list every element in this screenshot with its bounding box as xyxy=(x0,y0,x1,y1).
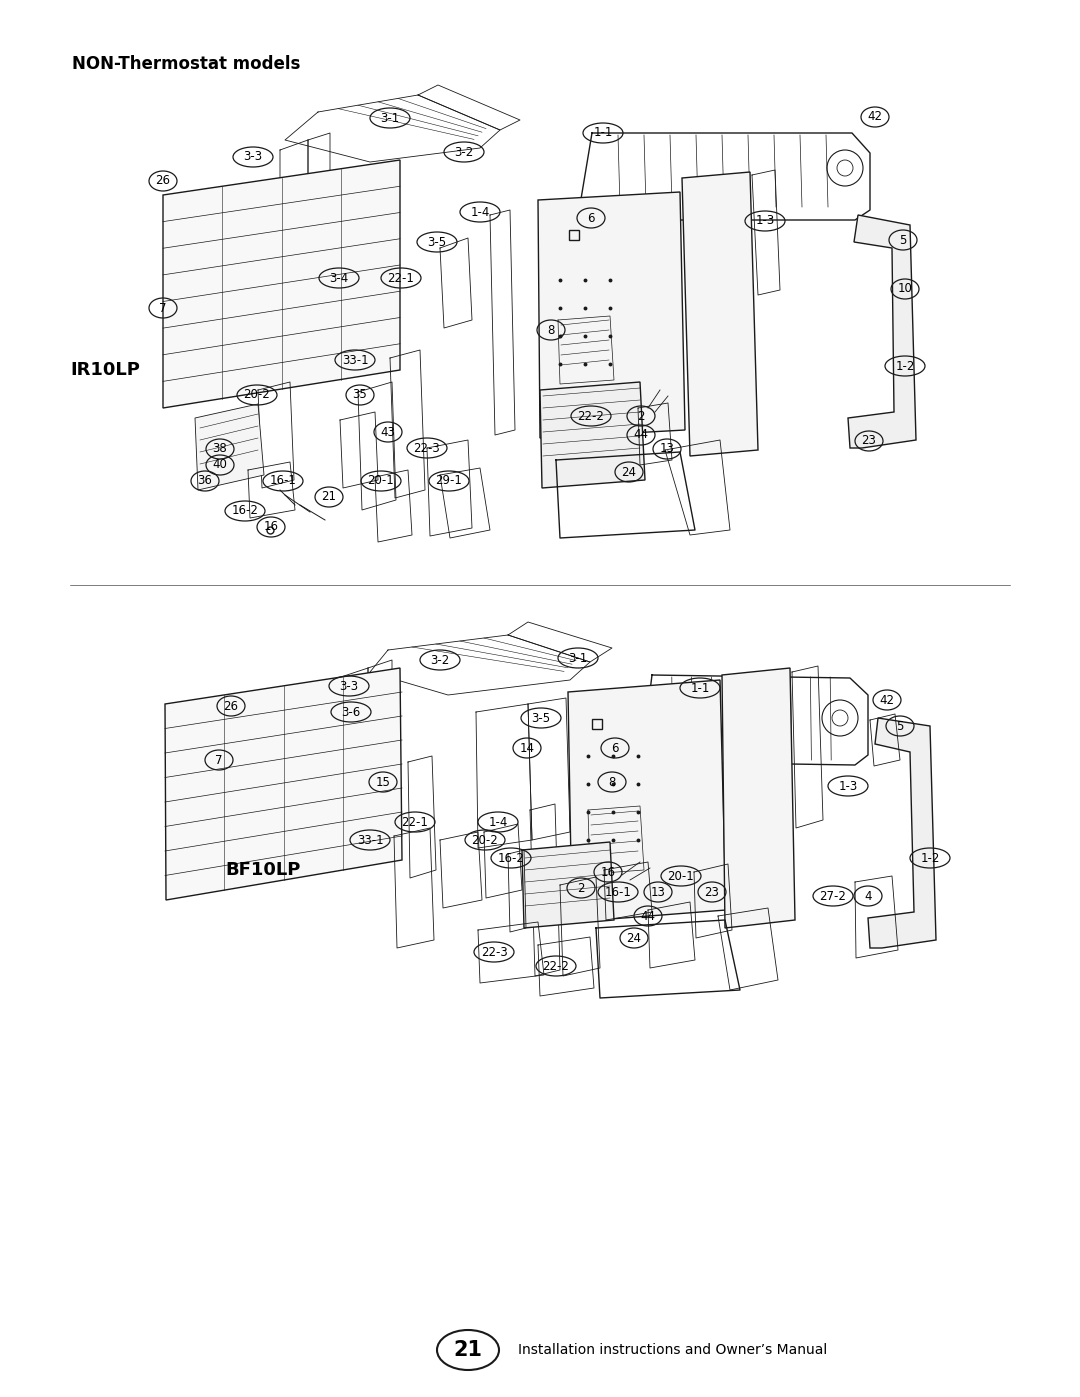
Text: 1-2: 1-2 xyxy=(895,359,915,373)
Text: 4: 4 xyxy=(864,890,872,902)
Text: 10: 10 xyxy=(897,282,913,296)
Text: 33-1: 33-1 xyxy=(341,353,368,366)
Text: 26: 26 xyxy=(224,700,239,712)
Text: 3-1: 3-1 xyxy=(568,651,588,665)
Text: 27-2: 27-2 xyxy=(820,890,847,902)
Text: 15: 15 xyxy=(376,775,391,788)
Text: 2: 2 xyxy=(577,882,584,894)
Text: 16: 16 xyxy=(600,866,616,879)
Text: 6: 6 xyxy=(588,211,595,225)
Text: 20-1: 20-1 xyxy=(667,869,694,883)
Polygon shape xyxy=(522,842,615,928)
Polygon shape xyxy=(540,381,645,488)
Text: 21: 21 xyxy=(322,490,337,503)
Text: 13: 13 xyxy=(660,443,674,455)
Text: 22-1: 22-1 xyxy=(388,271,415,285)
Text: 44: 44 xyxy=(640,909,656,922)
Text: 3-5: 3-5 xyxy=(531,711,551,725)
Text: 3-3: 3-3 xyxy=(339,679,359,693)
Text: 14: 14 xyxy=(519,742,535,754)
Text: 23: 23 xyxy=(704,886,719,898)
Text: 6: 6 xyxy=(611,742,619,754)
Text: 42: 42 xyxy=(867,110,882,123)
Text: 24: 24 xyxy=(626,932,642,944)
Text: 16-2: 16-2 xyxy=(498,852,525,865)
Polygon shape xyxy=(195,404,264,490)
Text: 5: 5 xyxy=(896,719,904,732)
Text: 3-4: 3-4 xyxy=(329,271,349,285)
Text: 29-1: 29-1 xyxy=(435,475,462,488)
Text: 35: 35 xyxy=(353,388,367,401)
Text: 7: 7 xyxy=(215,753,222,767)
Text: 3-1: 3-1 xyxy=(380,112,400,124)
Text: 2: 2 xyxy=(637,409,645,422)
Text: 33-1: 33-1 xyxy=(356,834,383,847)
Text: 16-1: 16-1 xyxy=(270,475,296,488)
Text: 16: 16 xyxy=(264,521,279,534)
Text: 21: 21 xyxy=(454,1340,483,1361)
Polygon shape xyxy=(868,718,936,949)
Text: 24: 24 xyxy=(621,465,636,479)
Text: 43: 43 xyxy=(380,426,395,439)
Text: 8: 8 xyxy=(548,324,555,337)
Polygon shape xyxy=(568,680,726,922)
Polygon shape xyxy=(163,161,400,408)
Polygon shape xyxy=(723,668,795,928)
Text: 13: 13 xyxy=(650,886,665,898)
Ellipse shape xyxy=(437,1330,499,1370)
Text: 1-3: 1-3 xyxy=(838,780,858,792)
Text: 16-1: 16-1 xyxy=(605,886,632,898)
Polygon shape xyxy=(681,172,758,455)
Text: 8: 8 xyxy=(608,775,616,788)
Text: 36: 36 xyxy=(198,475,213,488)
Text: 3-2: 3-2 xyxy=(455,145,474,158)
Text: 3-5: 3-5 xyxy=(428,236,446,249)
Text: NON-Thermostat models: NON-Thermostat models xyxy=(72,54,300,73)
Text: 1-4: 1-4 xyxy=(488,816,508,828)
Text: 1-4: 1-4 xyxy=(470,205,489,218)
Text: 1-1: 1-1 xyxy=(690,682,710,694)
Text: 3-3: 3-3 xyxy=(243,151,262,163)
Text: 22-2: 22-2 xyxy=(542,960,569,972)
Text: 1-2: 1-2 xyxy=(920,852,940,865)
Text: 1-3: 1-3 xyxy=(755,215,774,228)
Text: 22-3: 22-3 xyxy=(414,441,441,454)
Text: 38: 38 xyxy=(213,443,228,455)
Text: 22-2: 22-2 xyxy=(578,409,605,422)
Text: 44: 44 xyxy=(634,429,648,441)
Text: 3-6: 3-6 xyxy=(341,705,361,718)
Text: 22-1: 22-1 xyxy=(402,816,429,828)
Text: 20-2: 20-2 xyxy=(244,388,270,401)
Text: 23: 23 xyxy=(862,434,877,447)
Polygon shape xyxy=(848,215,916,448)
Text: 3-2: 3-2 xyxy=(430,654,449,666)
Text: 20-2: 20-2 xyxy=(472,834,498,847)
Polygon shape xyxy=(538,191,685,439)
Text: 26: 26 xyxy=(156,175,171,187)
Text: 40: 40 xyxy=(213,458,228,472)
Text: 16-2: 16-2 xyxy=(231,504,258,517)
Text: 7: 7 xyxy=(159,302,166,314)
Text: 1-1: 1-1 xyxy=(593,127,612,140)
Text: 42: 42 xyxy=(879,693,894,707)
Text: IR10LP: IR10LP xyxy=(70,360,140,379)
Text: BF10LP: BF10LP xyxy=(225,861,300,879)
Text: 22-3: 22-3 xyxy=(481,946,508,958)
Polygon shape xyxy=(165,668,402,900)
Text: 20-1: 20-1 xyxy=(367,475,394,488)
Text: 5: 5 xyxy=(900,233,907,246)
Text: Installation instructions and Owner’s Manual: Installation instructions and Owner’s Ma… xyxy=(518,1343,827,1356)
